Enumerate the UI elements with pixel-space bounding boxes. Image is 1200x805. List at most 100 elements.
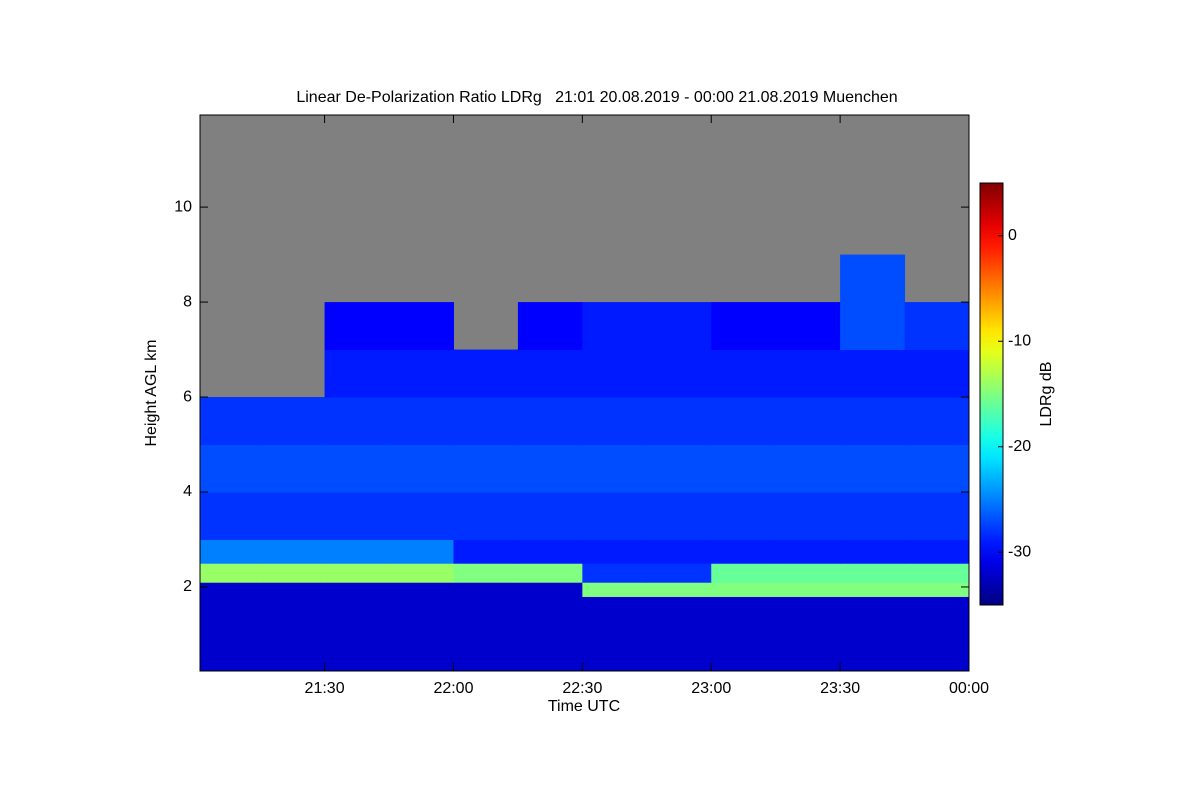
heatmap-cell xyxy=(200,582,261,597)
heatmap-cell xyxy=(453,491,519,540)
heatmap-cell xyxy=(517,302,583,351)
heatmap-cell xyxy=(582,539,648,564)
heatmap-cell xyxy=(904,397,970,446)
x-axis-label: Time UTC xyxy=(548,698,620,715)
heatmap-cell xyxy=(582,444,648,493)
heatmap-cell xyxy=(904,491,970,540)
heatmap-cell xyxy=(775,634,841,672)
heatmap-cell xyxy=(324,634,390,672)
heatmap-cell xyxy=(517,634,583,672)
x-tick-label: 00:00 xyxy=(949,680,989,697)
heatmap-cell xyxy=(646,444,712,493)
heatmap-cell xyxy=(840,397,906,446)
heatmap-cell xyxy=(582,349,648,398)
heatmap-cell xyxy=(517,444,583,493)
heatmap-cell xyxy=(775,491,841,540)
heatmap-cell xyxy=(517,539,583,564)
heatmap-cell xyxy=(840,444,906,493)
heatmap-cell xyxy=(389,539,454,564)
heatmap-cell xyxy=(646,539,712,564)
heatmap-cell xyxy=(582,563,648,583)
heatmap-cell xyxy=(904,539,970,564)
y-tick-label: 2 xyxy=(183,578,192,595)
heatmap-cell xyxy=(453,397,519,446)
heatmap-cell xyxy=(904,563,970,583)
heatmap-cell xyxy=(582,491,648,540)
heatmap-cell xyxy=(646,596,712,635)
heatmap-cell xyxy=(904,444,970,493)
colorbar-tick-label: -20 xyxy=(1008,438,1031,455)
heatmap-cell xyxy=(260,444,326,493)
heatmap-cell xyxy=(453,596,519,635)
heatmap-cell xyxy=(711,563,777,583)
heatmap-cell xyxy=(389,444,454,493)
heatmap-cell xyxy=(324,539,390,564)
heatmap-cell xyxy=(582,596,648,635)
heatmap-cell xyxy=(582,582,648,597)
heatmap-cell xyxy=(389,596,454,635)
heatmap-cell xyxy=(904,582,970,597)
heatmap-cell xyxy=(517,563,583,583)
x-tick-label: 22:00 xyxy=(433,680,473,697)
heatmap-cell xyxy=(517,596,583,635)
heatmap-cell xyxy=(646,563,712,583)
heatmap-cell xyxy=(840,634,906,672)
heatmap-cell xyxy=(324,349,390,398)
heatmap-cell xyxy=(453,582,519,597)
heatmap-cell xyxy=(200,563,261,583)
heatmap-cell xyxy=(324,582,390,597)
heatmap-cell xyxy=(389,563,454,583)
heatmap-cell xyxy=(646,397,712,446)
y-axis-label: Height AGL km xyxy=(143,339,160,446)
heatmap-cell xyxy=(711,634,777,672)
heatmap-cell xyxy=(453,563,519,583)
heatmap-cell xyxy=(453,634,519,672)
y-tick-label: 10 xyxy=(174,198,192,215)
heatmap-cell xyxy=(453,539,519,564)
heatmap-cell xyxy=(260,634,326,672)
colorbar-tick-label: -10 xyxy=(1008,332,1031,349)
heatmap-cell xyxy=(711,491,777,540)
heatmap-cell xyxy=(646,582,712,597)
heatmap-cell xyxy=(840,582,906,597)
heatmap-cell xyxy=(389,302,454,351)
heatmap-cell xyxy=(389,491,454,540)
heatmap-cell xyxy=(517,397,583,446)
heatmap-cell xyxy=(260,539,326,564)
y-tick-label: 6 xyxy=(183,388,192,405)
heatmap-cell xyxy=(775,349,841,398)
heatmap-cell xyxy=(389,349,454,398)
plot-frame xyxy=(199,114,970,672)
heatmap-cell xyxy=(775,596,841,635)
heatmap-cell xyxy=(840,302,906,351)
heatmap-cell xyxy=(324,444,390,493)
heatmap-cell xyxy=(840,563,906,583)
colorbar xyxy=(979,182,1004,606)
heatmap-cell xyxy=(324,563,390,583)
heatmap-cell xyxy=(260,596,326,635)
heatmap-cell xyxy=(582,397,648,446)
heatmap-cell xyxy=(904,302,970,351)
heatmap-cell xyxy=(324,397,390,446)
heatmap-cell xyxy=(200,634,261,672)
heatmap-cell xyxy=(711,302,777,351)
heatmap-cell xyxy=(389,634,454,672)
heatmap-cell xyxy=(517,491,583,540)
heatmap-cell xyxy=(200,491,261,540)
heatmap-cell xyxy=(389,397,454,446)
heatmap-cell xyxy=(775,302,841,351)
heatmap-cell xyxy=(324,302,390,351)
heatmap-cell xyxy=(775,444,841,493)
heatmap-cell xyxy=(711,539,777,564)
heatmap-cell xyxy=(260,582,326,597)
heatmap-cell xyxy=(260,491,326,540)
heatmap-cell xyxy=(775,539,841,564)
heatmap-cell xyxy=(200,596,261,635)
heatmap-cell xyxy=(582,634,648,672)
heatmap-cell xyxy=(517,582,583,597)
colorbar-label: LDRg dB xyxy=(1038,362,1055,427)
x-tick-label: 23:00 xyxy=(691,680,731,697)
heatmap-cell xyxy=(646,349,712,398)
x-tick-label: 22:30 xyxy=(562,680,602,697)
